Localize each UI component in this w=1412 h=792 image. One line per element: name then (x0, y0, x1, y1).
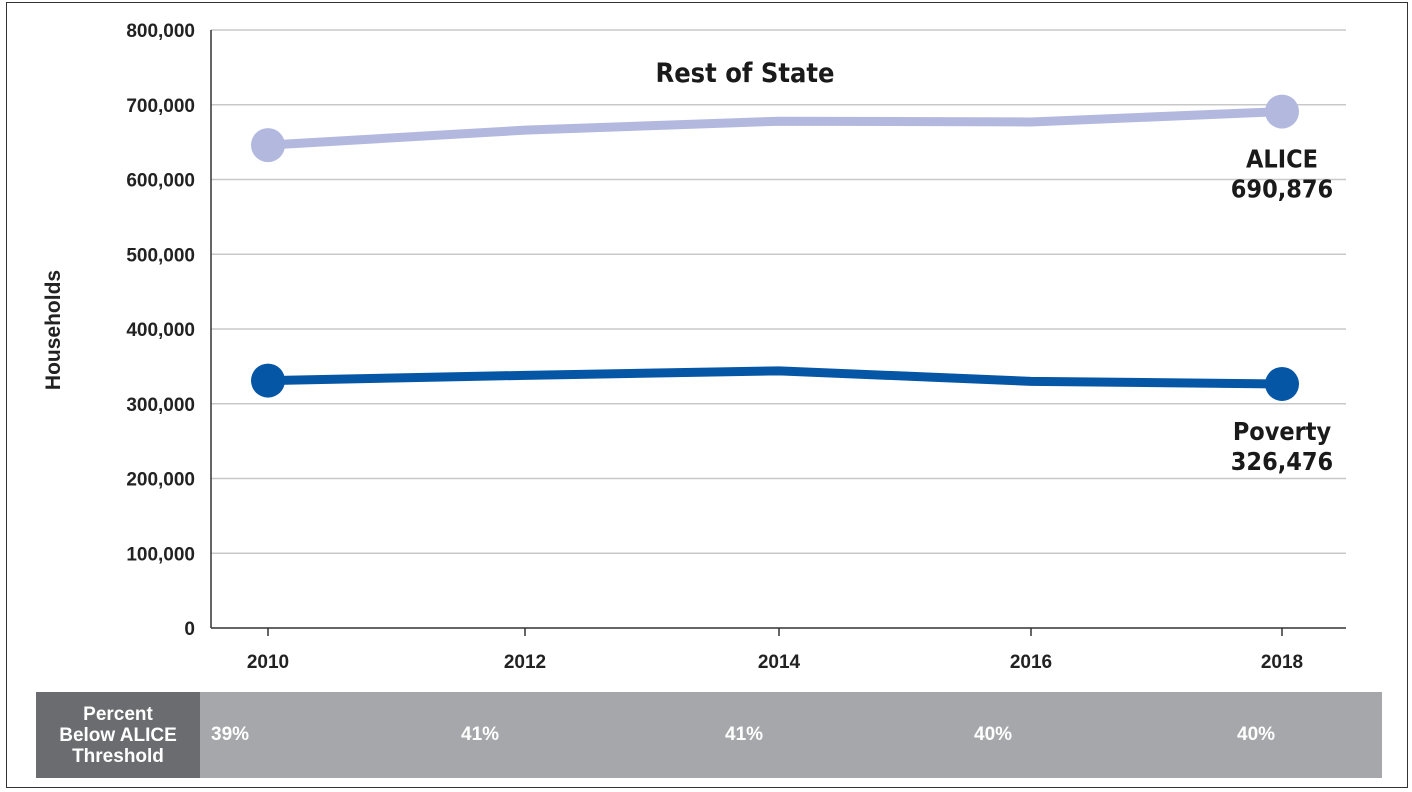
y-tick-label: 100,000 (126, 544, 195, 565)
alice-point-start (251, 128, 285, 163)
y-tick-label: 0 (184, 619, 195, 640)
y-tick-label: 500,000 (126, 245, 195, 266)
x-tick-labels: 2010 2012 2014 2016 2018 (247, 652, 1303, 673)
percent-cell-2012: 41% (461, 724, 500, 745)
percent-below-alice-table: Percent Below ALICE Threshold 39% 41% 41% 4… (36, 692, 1382, 778)
y-tick-label: 400,000 (126, 320, 195, 341)
alice-end-value: 690,876 (1231, 175, 1333, 204)
y-tick-label: 800,000 (126, 21, 195, 42)
percent-cell-2018: 40% (1237, 724, 1276, 745)
poverty-end-label: Poverty (1233, 417, 1332, 446)
y-axis-label: Households (42, 270, 65, 390)
poverty-series-line (263, 366, 1287, 389)
poverty-end-value: 326,476 (1231, 447, 1333, 476)
alice-series-line (263, 107, 1287, 150)
gridlines (211, 29, 1346, 554)
y-tick-labels: 0 100,000 200,000 300,000 400,000 500,000 600,… (126, 21, 195, 640)
poverty-point-start (251, 363, 285, 398)
percent-cell-2014: 41% (725, 724, 764, 745)
y-tick-label: 600,000 (126, 171, 195, 192)
y-tick-label: 200,000 (126, 470, 195, 491)
y-tick-label: 700,000 (126, 96, 195, 117)
x-tick-label: 2016 (1010, 652, 1052, 673)
alice-point-end (1265, 94, 1299, 129)
percent-table-header: Percent Below ALICE Threshold (36, 692, 200, 778)
chart-frame (6, 2, 1408, 788)
axes (210, 30, 1346, 636)
alice-end-label: ALICE (1246, 145, 1318, 174)
percent-table-cells: 39% 41% 41% 40% 40% (200, 692, 1382, 778)
y-tick-label: 300,000 (126, 395, 195, 416)
x-tick-label: 2014 (758, 652, 801, 673)
chart-title: Rest of State (655, 58, 834, 89)
percent-cell-2010: 39% (211, 724, 250, 745)
x-tick-label: 2012 (504, 652, 546, 673)
series-lines (251, 94, 1299, 401)
poverty-point-end (1265, 366, 1299, 401)
x-tick-label: 2010 (247, 652, 289, 673)
percent-cell-2016: 40% (974, 724, 1013, 745)
x-tick-label: 2018 (1261, 652, 1303, 673)
